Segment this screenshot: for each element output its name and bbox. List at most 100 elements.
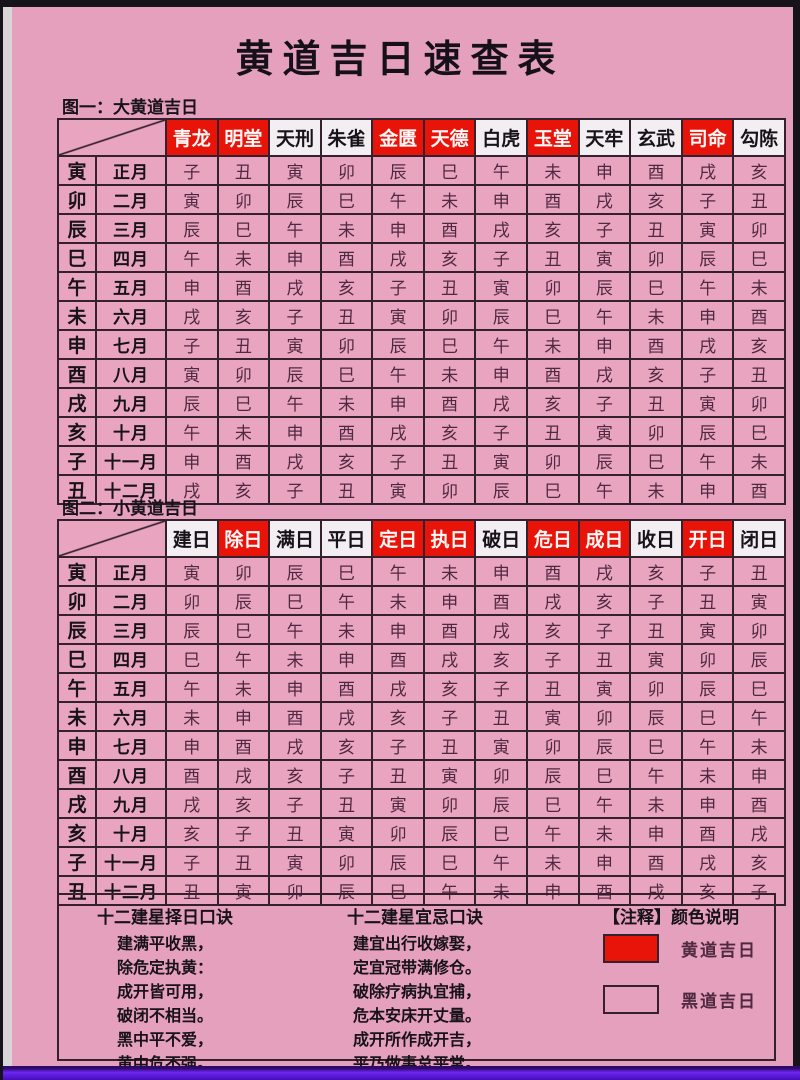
day-branch-cell: 申 [680,474,735,505]
day-branch-cell: 巳 [577,759,632,790]
day-branch-cell: 戌 [732,817,786,848]
day-branch-cell: 子 [268,788,322,819]
day-branch-cell: 亥 [526,213,580,244]
day-branch-cell: 巳 [732,672,786,703]
day-branch-cell: 巳 [216,614,271,645]
day-branch-cell: 申 [474,358,529,389]
day-branch-cell: 丑 [526,416,580,447]
day-branch-cell: 辰 [371,155,425,186]
day-branch-cell: 申 [680,300,735,331]
day-branch-cell: 午 [577,788,632,819]
day-branch-cell: 戌 [371,416,425,447]
verse-line: 危本安床开丈量。 [353,1006,482,1025]
legend-title: 【注释】颜色说明 [603,908,739,928]
day-branch-cell: 酉 [629,155,683,186]
month-label: 八月 [95,358,167,389]
verse-title: 十二建星择日口诀 [97,908,233,928]
day-branch-cell: 辰 [268,358,322,389]
day-branch-cell: 辰 [268,184,322,215]
branch-label: 寅 [57,556,97,587]
day-branch-cell: 亥 [629,184,683,215]
day-branch-cell: 戌 [319,701,374,732]
month-label: 七月 [95,329,167,360]
day-branch-cell: 寅 [526,701,580,732]
legend-item-inauspicious: 黑道吉日 [603,985,768,1014]
day-branch-cell: 寅 [216,875,271,906]
day-branch-cell: 卯 [629,672,683,703]
verse-title: 十二建星宜忌口诀 [347,908,483,928]
screen-edge-top [0,0,800,7]
color-legend: 【注释】颜色说明 黄道吉日 黑道吉日 [599,903,768,1055]
day-branch-cell: 亥 [732,155,786,186]
day-branch-cell: 申 [268,242,322,273]
day-branch-cell: 酉 [268,701,322,732]
day-branch-cell: 亥 [577,585,632,616]
day-branch-cell: 卯 [422,474,477,505]
day-branch-cell: 子 [474,672,529,703]
day-branch-cell: 亥 [216,474,271,505]
branch-label: 亥 [57,817,97,848]
day-branch-cell: 辰 [474,300,529,331]
day-branch-cell: 午 [680,730,735,761]
day-branch-cell: 辰 [268,556,322,587]
day-branch-cell: 戌 [371,242,425,273]
day-branch-cell: 酉 [216,271,271,302]
day-branch-cell: 未 [474,875,529,906]
bottom-purple-strip [3,1066,800,1080]
column-header: 司命 [680,118,735,157]
day-branch-cell: 巳 [422,155,477,186]
verse-line: 黑中平不爱， [117,1030,214,1049]
day-branch-cell: 卯 [216,358,271,389]
column-header: 平日 [319,519,374,558]
day-branch-cell: 丑 [319,300,374,331]
month-label: 九月 [95,788,167,819]
day-branch-cell: 寅 [732,585,786,616]
day-branch-cell: 申 [165,271,219,302]
day-branch-cell: 午 [474,155,529,186]
day-branch-cell: 巳 [629,730,683,761]
day-branch-cell: 午 [577,300,632,331]
day-branch-cell: 子 [422,701,477,732]
day-branch-cell: 寅 [474,445,529,476]
day-branch-cell: 午 [371,358,425,389]
header-row: 青龙 明堂 天刑 朱雀 金匮 天德 白虎 玉堂 天牢 玄武 司命 勾陈 [57,118,786,157]
day-branch-cell: 丑 [680,585,735,616]
day-branch-cell: 申 [526,875,580,906]
verse-line: 成开皆可用， [117,982,214,1001]
day-branch-cell: 丑 [319,474,374,505]
month-label: 六月 [95,300,167,331]
day-branch-cell: 未 [216,242,271,273]
day-branch-cell: 酉 [319,242,374,273]
day-branch-cell: 未 [319,614,374,645]
branch-label: 辰 [57,614,97,645]
verse-suitability: 十二建星宜忌口诀 建宜出行收嫁娶， 定宜冠带满修仓。 破除疗病执宜捕， 危本安床开丈量… [347,903,599,1073]
day-branch-cell: 巳 [629,445,683,476]
column-header: 天刑 [268,118,322,157]
month-row: 申七月申酉戌亥子丑寅卯辰巳午未 [57,730,786,761]
verse-line: 成开所作成开吉， [353,1030,482,1049]
day-branch-cell: 戌 [165,474,219,505]
day-branch-cell: 未 [629,474,683,505]
day-branch-cell: 戌 [577,358,632,389]
day-branch-cell: 酉 [216,445,271,476]
day-branch-cell: 子 [732,875,786,906]
day-branch-cell: 戌 [371,672,425,703]
verse-line: 定宜冠带满修仓。 [353,958,482,977]
day-branch-cell: 戌 [268,730,322,761]
day-branch-cell: 辰 [732,643,786,674]
day-branch-cell: 酉 [422,213,477,244]
day-branch-cell: 寅 [319,817,374,848]
day-branch-cell: 巳 [371,875,425,906]
day-branch-cell: 子 [526,643,580,674]
day-branch-cell: 未 [319,213,374,244]
day-branch-cell: 卯 [216,556,271,587]
column-header: 除日 [216,519,271,558]
day-branch-cell: 丑 [216,155,271,186]
column-header: 破日 [474,519,529,558]
day-branch-cell: 巳 [474,817,529,848]
day-branch-cell: 丑 [629,387,683,418]
day-branch-cell: 戌 [680,155,735,186]
day-branch-cell: 子 [216,817,271,848]
verse-line: 建满平收黑， [117,934,214,953]
day-branch-cell: 寅 [165,556,219,587]
